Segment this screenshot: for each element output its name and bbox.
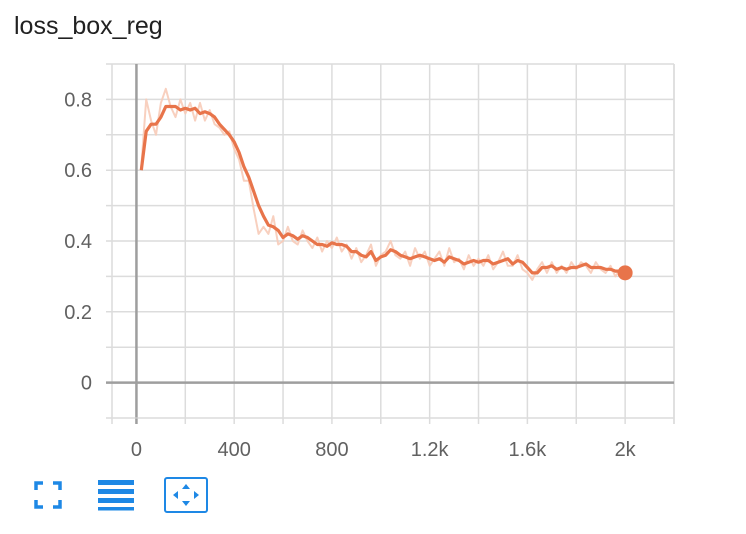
- x-tick-label: 1.6k: [508, 439, 547, 461]
- fullscreen-button[interactable]: [28, 477, 68, 513]
- x-tick-label: 400: [217, 439, 250, 461]
- x-tick-label: 2k: [615, 439, 637, 461]
- fit-domain-icon: [173, 484, 199, 506]
- chart-toolbar: [28, 477, 208, 513]
- legend-list-icon: [98, 480, 134, 511]
- y-tick-label: 0.2: [64, 302, 92, 324]
- grid: [106, 63, 675, 424]
- x-tick-label: 1.2k: [411, 439, 450, 461]
- x-tick-label: 0: [131, 439, 142, 461]
- y-tick-label: 0.6: [64, 160, 92, 182]
- y-tick-label: 0.4: [64, 231, 92, 253]
- tick-labels: 0 400 800 1.2k 1.6k 2k 0 0.2 0.4 0.6 0.8: [64, 89, 637, 461]
- fit-domain-button[interactable]: [164, 477, 208, 513]
- series: [139, 87, 633, 281]
- line-chart: 0 400 800 1.2k 1.6k 2k 0 0.2 0.4 0.6 0.8: [64, 63, 675, 461]
- x-tick-label: 800: [315, 439, 348, 461]
- chart-title: loss_box_reg: [14, 12, 163, 40]
- toggle-legend-button[interactable]: [96, 477, 136, 513]
- y-tick-label: 0: [81, 373, 92, 395]
- fullscreen-icon: [34, 481, 62, 509]
- axes: [106, 64, 674, 424]
- smoothed-series-line: [139, 104, 626, 275]
- last-point-marker: [617, 265, 633, 281]
- y-tick-label: 0.8: [64, 89, 92, 111]
